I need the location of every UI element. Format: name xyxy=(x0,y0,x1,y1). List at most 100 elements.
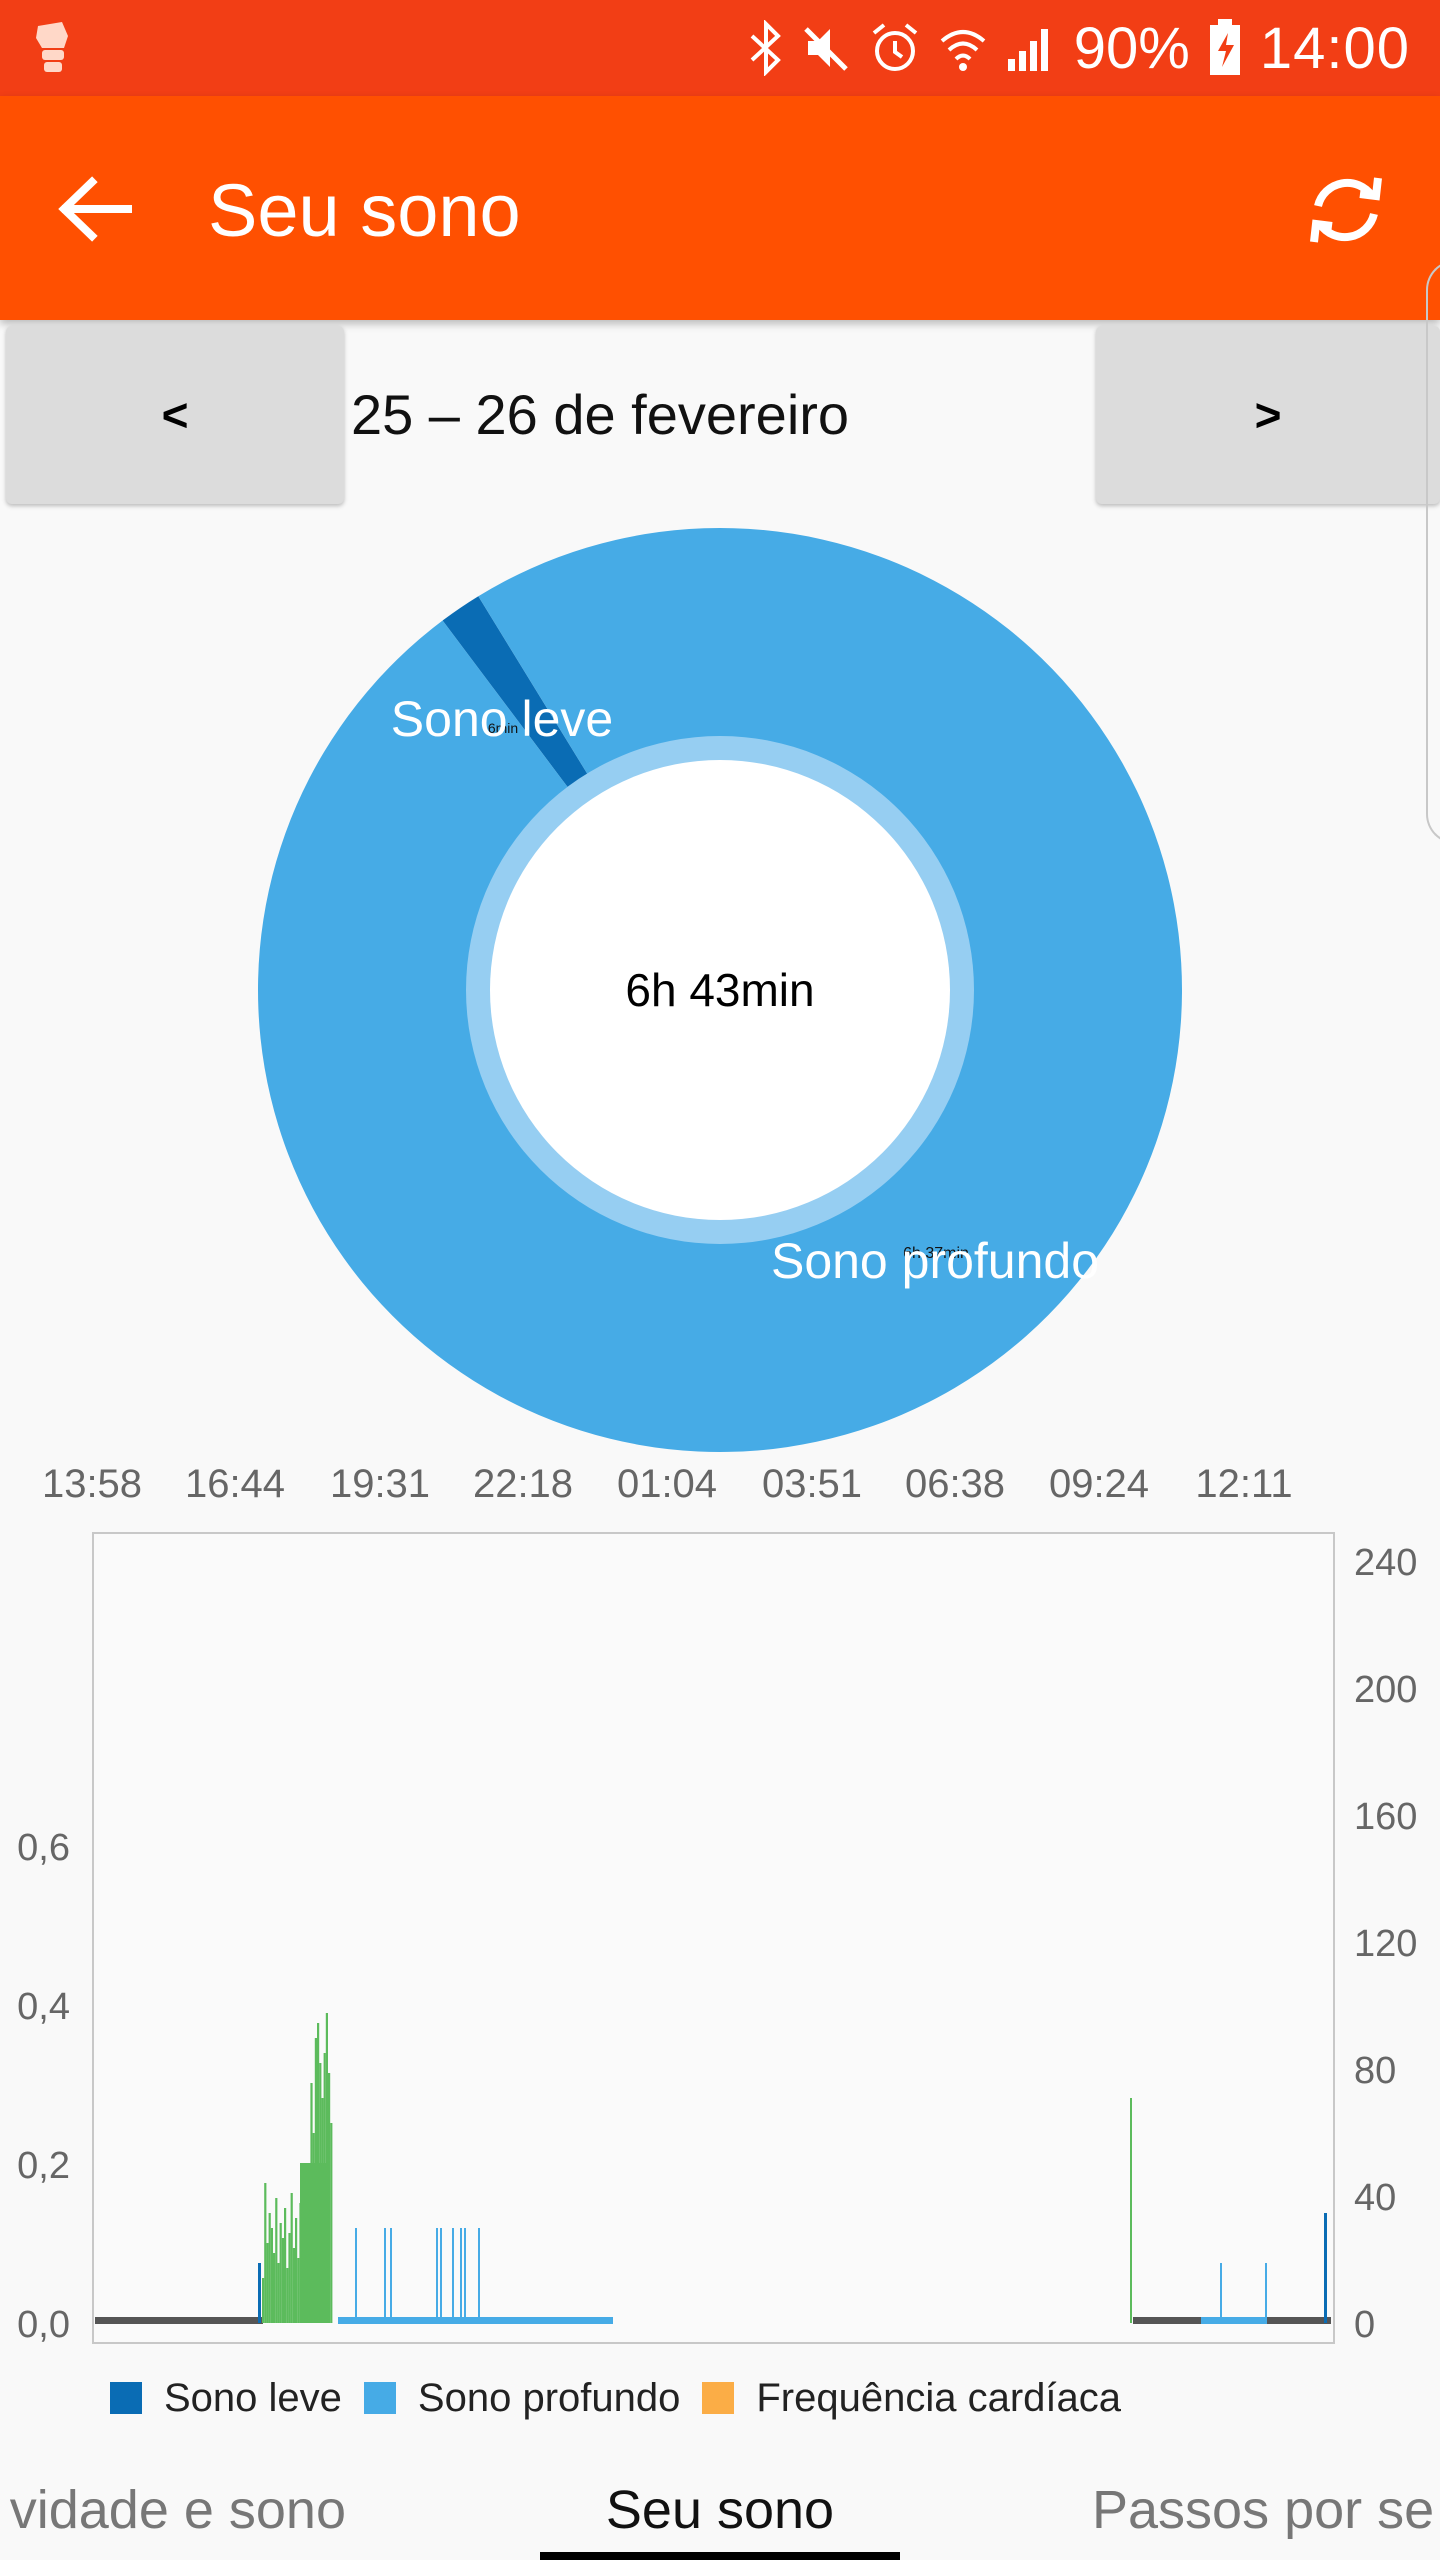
y-right-tick: 160 xyxy=(1354,1796,1417,1838)
activity-bar xyxy=(273,2253,276,2323)
slice-label-deep: Sono profundo xyxy=(771,1233,1099,1289)
deep-sleep-spike xyxy=(452,2228,454,2323)
activity-bar xyxy=(300,2163,330,2323)
sleep-donut-chart: 6h 43min 6min Sono leve 6h 37min Sono pr… xyxy=(257,528,1183,1452)
clock: 14:00 xyxy=(1259,15,1410,81)
date-range-label: 25 – 26 de fevereiro xyxy=(350,383,850,446)
legend-swatch xyxy=(363,2382,396,2414)
donut-hole xyxy=(490,760,950,1220)
chart-bars xyxy=(95,2013,1331,2324)
time-tick: 01:04 xyxy=(616,1462,718,1506)
tab-passos-por-semana[interactable]: Passos por se xyxy=(1092,2480,1435,2540)
activity-bar xyxy=(297,2258,300,2323)
activity-bar xyxy=(281,2238,284,2323)
deep-sleep-spike xyxy=(384,2228,386,2323)
tab-atividade-e-sono[interactable]: vidade e sono xyxy=(9,2480,346,2540)
deep-sleep-spike xyxy=(1220,2263,1222,2323)
time-tick: 22:18 xyxy=(472,1462,574,1506)
activity-bar xyxy=(270,2228,273,2323)
sleep-activity-chart: 0,0 0,2 0,4 0,6 0 40 80 120 160 200 240 xyxy=(17,1532,1417,2346)
signal-icon xyxy=(1006,23,1056,73)
slice-label-light: Sono leve xyxy=(391,691,613,747)
deep-sleep-spike xyxy=(478,2228,480,2323)
light-sleep-bar xyxy=(1324,2213,1327,2323)
mute-icon xyxy=(802,23,852,73)
bluetooth-icon xyxy=(748,20,784,76)
chart-baseline-segment xyxy=(1267,2317,1331,2324)
legend-item-heart-rate: Frequência cardíaca xyxy=(702,2376,1121,2421)
activity-bar xyxy=(292,2248,295,2323)
activity-bar xyxy=(330,2123,333,2323)
time-tick: 03:51 xyxy=(761,1462,863,1506)
deep-sleep-bar xyxy=(1201,2317,1267,2324)
y-left-tick: 0,2 xyxy=(17,2145,70,2187)
activity-bar xyxy=(284,2208,287,2323)
time-tick: 16:44 xyxy=(184,1462,286,1506)
deep-sleep-spike xyxy=(436,2228,438,2323)
y-left-tick: 0,4 xyxy=(17,1986,70,2028)
y-left-tick: 0,0 xyxy=(17,2304,70,2346)
page-title: Seu sono xyxy=(208,169,521,252)
deep-sleep-bar xyxy=(338,2317,613,2324)
activity-bar xyxy=(290,2193,293,2323)
bottom-tabs: Seu sono vidade e sono Passos por se xyxy=(0,2460,1440,2560)
activity-bar xyxy=(266,2243,269,2323)
activity-bar xyxy=(264,2183,267,2323)
deep-sleep-spike xyxy=(390,2228,392,2323)
legend-label: Sono leve xyxy=(164,2375,342,2420)
battery-percent: 90% xyxy=(1073,15,1190,81)
legend-label: Sono profundo xyxy=(417,2375,681,2420)
legend-item-deep-sleep: Sono profundo xyxy=(363,2375,681,2421)
legend-item-light-sleep: Sono leve xyxy=(110,2376,342,2421)
arrow-left-icon xyxy=(58,176,132,242)
time-tick: 12:11 xyxy=(1195,1462,1293,1506)
wifi-icon xyxy=(938,23,988,73)
activity-bar xyxy=(286,2268,289,2323)
previous-day-button[interactable]: < xyxy=(6,326,344,504)
deep-sleep-spike xyxy=(1265,2263,1267,2323)
y-left-tick: 0,6 xyxy=(17,1827,70,1869)
y-right-tick: 40 xyxy=(1354,2177,1396,2219)
app-notification-icon xyxy=(28,18,78,78)
slice-value-deep: 6h 37min xyxy=(903,1245,969,1262)
chart-plot-area xyxy=(92,1532,1335,2344)
status-bar: 90% 14:00 xyxy=(0,0,1440,96)
slice-value-light: 6min xyxy=(488,720,518,736)
app-bar: Seu sono xyxy=(0,96,1440,320)
back-button[interactable] xyxy=(50,164,140,254)
activity-bar xyxy=(277,2263,280,2323)
deep-sleep-spike xyxy=(440,2228,442,2323)
activity-bar xyxy=(275,2198,278,2323)
refresh-button[interactable] xyxy=(1302,166,1390,254)
alarm-icon xyxy=(870,21,920,75)
activity-bar xyxy=(279,2223,282,2323)
y-right-tick: 120 xyxy=(1354,1923,1417,1965)
time-axis: 13:58 16:44 19:31 22:18 01:04 03:51 06:3… xyxy=(0,1462,1440,1522)
y-right-tick: 0 xyxy=(1354,2304,1375,2346)
legend-swatch xyxy=(110,2382,142,2414)
y-right-tick: 80 xyxy=(1354,2050,1396,2092)
y-right-tick: 240 xyxy=(1354,1542,1417,1584)
chart-baseline-segment xyxy=(1133,2317,1201,2324)
time-tick: 19:31 xyxy=(329,1462,431,1506)
legend-swatch xyxy=(702,2382,735,2414)
tab-seu-sono[interactable]: Seu sono xyxy=(605,2480,835,2540)
total-sleep-label: 6h 43min xyxy=(625,964,814,1016)
chart-baseline-segment xyxy=(95,2317,263,2324)
chart-legend: Sono leve Sono profundo Frequência cardí… xyxy=(110,2368,1143,2428)
activity-bar xyxy=(268,2213,271,2323)
active-tab-indicator xyxy=(540,2552,900,2560)
legend-label: Frequência cardíaca xyxy=(756,2375,1122,2420)
time-tick: 13:58 xyxy=(41,1462,143,1506)
deep-sleep-spike xyxy=(355,2228,357,2323)
next-day-button[interactable]: > xyxy=(1096,326,1440,504)
activity-bar xyxy=(288,2233,291,2323)
activity-bar xyxy=(295,2218,298,2323)
deep-sleep-spike xyxy=(464,2228,466,2323)
time-tick: 09:24 xyxy=(1048,1462,1150,1506)
activity-bar xyxy=(262,2278,265,2323)
refresh-icon xyxy=(1310,177,1382,243)
deep-sleep-spike xyxy=(460,2228,462,2323)
activity-bar xyxy=(1130,2098,1132,2323)
time-tick: 06:38 xyxy=(904,1462,1006,1506)
